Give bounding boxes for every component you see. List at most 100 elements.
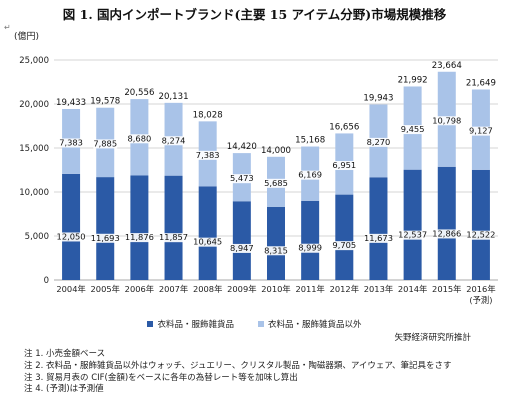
value-label-bg [93, 233, 118, 243]
value-label-total: 14,000 [261, 146, 291, 156]
value-label-total: 23,664 [432, 61, 462, 71]
bar-segment-apparel [232, 201, 251, 280]
value-label-bg [59, 138, 84, 148]
bar-segment-apparel [403, 169, 422, 280]
value-label-apparel: 11,673 [364, 233, 393, 243]
value-label-total: 20,556 [124, 88, 154, 98]
y-tick-label: 5,000 [25, 232, 49, 242]
value-label-other: 6,951 [332, 160, 356, 170]
x-tick-label: 2004年 [56, 284, 85, 294]
legend-item-other: 衣料品・服飾雑貨品以外 [258, 318, 362, 330]
value-label-bg [195, 237, 220, 247]
value-label-other: 10,798 [432, 115, 461, 125]
value-label-bg [264, 178, 288, 188]
value-label-apparel: 11,857 [159, 232, 188, 242]
x-tick-label: 2007年 [159, 284, 188, 294]
note-item: 注 4. (予測)は予測値 [24, 384, 104, 395]
value-label-apparel: 11,693 [91, 233, 120, 243]
value-label-total: 18,028 [193, 110, 223, 120]
bar-segment-apparel [62, 173, 81, 280]
source-credit: 矢野経済研究所推計 [394, 333, 471, 343]
bar-segment-apparel [437, 166, 456, 280]
bar-segment-apparel [267, 206, 285, 280]
legend-item-apparel: 衣料品・服飾雑貨品 [147, 318, 234, 330]
y-tick-label: 20,000 [19, 100, 49, 110]
value-label-bg [366, 233, 391, 243]
y-tick-label: 10,000 [19, 188, 49, 198]
value-label-other: 5,685 [264, 178, 288, 188]
x-tick-label: 2012年 [330, 284, 359, 294]
value-label-bg [332, 161, 357, 171]
x-tick-label: 2006年 [125, 284, 154, 294]
note-item: 注 3. 貿易月表の CIF(金額)をベースに各年の為替レート等を加味し算出 [24, 372, 298, 383]
y-tick-label: 0 [44, 276, 49, 286]
value-label-apparel: 12,050 [57, 231, 86, 241]
value-label-apparel: 8,999 [298, 243, 322, 253]
y-axis-unit-label: (億円) [14, 32, 40, 42]
value-label-bg [195, 150, 220, 160]
bar-segment-apparel [471, 169, 490, 280]
value-label-bg [127, 233, 152, 243]
value-label-bg [298, 243, 323, 253]
value-label-apparel: 12,866 [432, 228, 461, 238]
x-tick-label: 2013年 [364, 284, 393, 294]
value-label-bg [366, 137, 391, 147]
value-label-total: 14,420 [227, 142, 257, 152]
value-label-apparel: 12,537 [398, 230, 427, 240]
y-tick-label: 25,000 [19, 56, 49, 66]
value-label-other: 7,885 [93, 138, 117, 148]
legend-swatch-other [258, 321, 264, 327]
value-label-total: 21,649 [466, 78, 496, 88]
value-label-apparel: 8,947 [230, 243, 254, 253]
x-tick-label: 2011年 [295, 284, 324, 294]
value-label-bg [229, 174, 254, 184]
chart-legend: 衣料品・服飾雑貨品 衣料品・服飾雑貨品以外 [0, 318, 509, 330]
value-label-total: 19,578 [90, 97, 120, 107]
value-label-bg [161, 233, 186, 243]
bar-segment-apparel [335, 194, 354, 280]
value-label-bg [264, 246, 288, 256]
value-label-total: 19,433 [56, 98, 86, 108]
value-label-other: 6,169 [298, 170, 322, 180]
value-label-other: 8,270 [367, 137, 391, 147]
pilcrow-mark: ↵ [430, 8, 437, 17]
value-label-bg [127, 134, 152, 144]
x-tick-label: 2014年 [398, 284, 427, 294]
x-tick-label: 2009年 [227, 284, 256, 294]
value-label-other: 9,455 [401, 124, 425, 134]
note-item: 注 2. 衣料品・服飾雑貨品以外はウォッチ、ジュエリー、クリスタル製品・陶磁器類… [24, 360, 452, 371]
value-label-other: 9,127 [469, 126, 493, 136]
x-tick-note: (予測) [469, 295, 492, 305]
y-tick-label: 15,000 [19, 144, 49, 154]
value-label-total: 21,992 [398, 75, 428, 85]
value-label-other: 7,383 [59, 137, 83, 147]
value-label-bg [298, 170, 323, 180]
x-tick-label: 2015年 [432, 284, 461, 294]
value-label-other: 7,383 [196, 150, 220, 160]
value-label-bg [93, 139, 118, 149]
value-label-total: 20,131 [158, 92, 188, 102]
bar-segment-apparel [198, 186, 217, 280]
value-label-bg [400, 125, 425, 135]
chart-title: 図 1. 国内インポートブランド(主要 15 アイテム分野)市場規模推移 [62, 7, 447, 22]
value-label-apparel: 12,522 [466, 230, 495, 240]
pilcrow-mark: ↵ [4, 23, 11, 32]
value-label-other: 8,274 [162, 135, 186, 145]
value-label-bg [434, 116, 459, 126]
value-label-apparel: 10,645 [193, 237, 222, 247]
value-label-bg [332, 241, 357, 251]
legend-label-apparel: 衣料品・服飾雑貨品 [157, 320, 234, 330]
legend-swatch-apparel [147, 321, 154, 327]
x-tick-label: 2008年 [193, 284, 222, 294]
value-label-apparel: 9,705 [332, 240, 356, 250]
value-label-total: 16,656 [329, 122, 359, 132]
x-tick-label: 2016年 [466, 284, 495, 294]
value-label-apparel: 8,315 [264, 245, 288, 255]
notes-list: 注 1. 小売金額ベース 注 2. 衣料品・服飾雑貨品以外はウォッチ、ジュエリー… [24, 349, 452, 396]
bar-segment-apparel [369, 177, 388, 280]
x-tick-label: 2010年 [261, 284, 290, 294]
bar-segment-apparel [96, 177, 115, 280]
value-label-bg [434, 229, 459, 239]
value-label-bg [161, 136, 186, 146]
